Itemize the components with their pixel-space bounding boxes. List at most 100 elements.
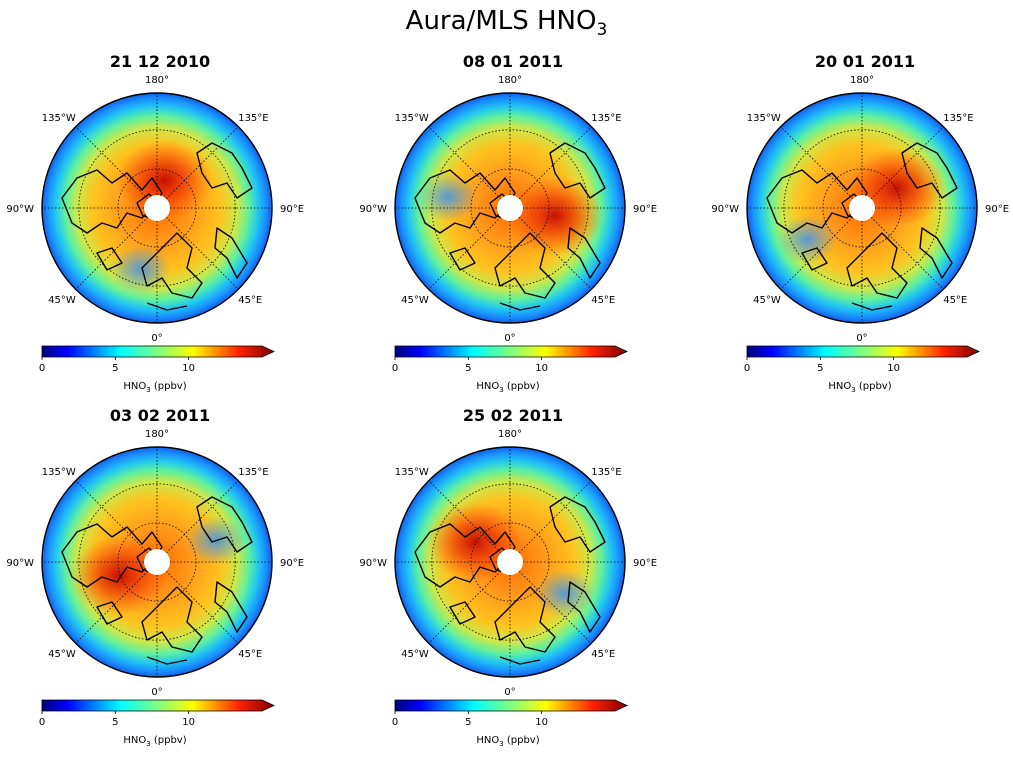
latitude-circle [78, 129, 236, 287]
longitude-label: 180° [850, 75, 874, 86]
colorbar-tick-label: 5 [465, 363, 471, 374]
meridian-line [518, 480, 592, 554]
meridian-line [75, 570, 149, 644]
colorbar-tick-label: 10 [182, 363, 195, 374]
meridian-line [165, 570, 239, 644]
map-panel: 20 01 2011 180° 135°E 90°E 45°E 0° 45°W 90°W 135… [705, 50, 1013, 410]
longitude-label: 180° [498, 429, 522, 440]
colorbar-tick-label: 10 [535, 717, 548, 728]
meridian-line [75, 216, 149, 290]
colorbar-bar [394, 345, 628, 358]
colorbar-tick-label: 5 [112, 363, 118, 374]
longitude-label: 90°E [280, 558, 304, 569]
colorbar-label-text: HNO [123, 735, 147, 746]
longitude-label: 90°W [359, 558, 387, 569]
longitude-label: 135°E [943, 113, 973, 124]
longitude-label: 0° [504, 333, 515, 344]
hno3-maximum-patch [507, 175, 604, 256]
colorbar-label-unit: (ppbv) [503, 735, 540, 746]
latitude-circle [822, 168, 902, 248]
longitude-label: 135°E [591, 113, 621, 124]
longitude-label: 90°W [6, 558, 34, 569]
panel-date-title: 08 01 2011 [462, 52, 564, 71]
longitude-label: 45°W [48, 295, 76, 306]
longitude-label: 45°E [238, 295, 262, 306]
colorbar-label-subscript: 3 [146, 740, 151, 748]
meridian-line [518, 216, 592, 290]
panel-date-title: 03 02 2011 [109, 406, 211, 425]
colorbar-label: HNO3 (ppbv) [700, 381, 1013, 394]
graticule [395, 447, 625, 677]
colorbar: 0 5 10 [392, 699, 628, 728]
longitude-label: 180° [498, 75, 522, 86]
colorbar-tick-label: 10 [535, 363, 548, 374]
latitude-circle [431, 483, 589, 641]
longitude-label: 0° [504, 687, 515, 698]
latitude-circle [431, 129, 589, 287]
graticule [747, 93, 977, 323]
longitude-label: 90°E [985, 204, 1009, 215]
hno3-low-patch [534, 569, 595, 618]
meridian-line [428, 570, 502, 644]
longitude-label: 45°E [238, 649, 262, 660]
polar-map: 180° 135°E 90°E 45°E 0° 45°W 90°W 135°W 0 5 10 [6, 429, 304, 728]
longitude-label: 135°W [42, 113, 76, 124]
longitude-label: 0° [856, 333, 867, 344]
longitude-label: 135°E [238, 467, 268, 478]
longitude-label: 90°W [711, 204, 739, 215]
colorbar-label-subscript: 3 [851, 386, 856, 394]
panel-date-title: 25 02 2011 [462, 406, 564, 425]
colorbar-label-unit: (ppbv) [150, 735, 187, 746]
longitude-label: 90°W [6, 204, 34, 215]
colorbar-label-subscript: 3 [499, 740, 504, 748]
coastlines [766, 142, 958, 311]
hno3-low-patch [417, 173, 478, 222]
map-boundary [41, 446, 273, 678]
colorbar-label-text: HNO [828, 381, 852, 392]
polar-hole [497, 195, 523, 221]
longitude-label: 45°W [401, 295, 429, 306]
colorbar-bar [746, 345, 980, 358]
polar-map: 180° 135°E 90°E 45°E 0° 45°W 90°W 135°W 0 5 10 [711, 75, 1009, 374]
longitude-label: 90°E [633, 558, 657, 569]
colorbar-tick-label: 0 [39, 363, 45, 374]
meridian-line [780, 126, 854, 200]
colorbar-label: HNO3 (ppbv) [348, 381, 668, 394]
meridian-line [428, 126, 502, 200]
figure-title: Aura/MLS HNO3 [0, 6, 1013, 40]
map-panel: 21 12 2010 180° 135°E 90°E 45°E 0° 45°W 90°W 135… [0, 50, 320, 410]
longitude-label: 135°W [747, 113, 781, 124]
colorbar: 0 5 10 [392, 345, 628, 374]
longitude-label: 135°E [591, 467, 621, 478]
meridian-line [75, 126, 149, 200]
longitude-label: 135°E [238, 113, 268, 124]
latitude-circle [470, 522, 550, 602]
figure-title-subscript: 3 [596, 20, 608, 41]
polar-map: 180° 135°E 90°E 45°E 0° 45°W 90°W 135°W 0 5 10 [359, 75, 657, 374]
longitude-label: 45°E [591, 649, 615, 660]
colorbar-label-text: HNO [476, 381, 500, 392]
map-boundary [394, 446, 626, 678]
meridian-line [165, 126, 239, 200]
longitude-label: 90°E [280, 204, 304, 215]
longitude-label: 180° [145, 429, 169, 440]
colorbar-tick-label: 10 [887, 363, 900, 374]
longitude-label: 0° [151, 687, 162, 698]
colorbar-label-text: HNO [476, 735, 500, 746]
longitude-label: 45°W [753, 295, 781, 306]
hno3-low-patch [110, 245, 171, 294]
colorbar-tick-label: 5 [465, 717, 471, 728]
meridian-line [165, 480, 239, 554]
meridian-line [428, 480, 502, 554]
meridian-line [870, 126, 944, 200]
colorbar-label: HNO3 (ppbv) [0, 381, 315, 394]
map-boundary [394, 92, 626, 324]
panel-date-title: 20 01 2011 [814, 52, 916, 71]
colorbar: 0 5 10 [744, 345, 980, 374]
map-boundary [41, 92, 273, 324]
longitude-label: 135°W [395, 467, 429, 478]
colorbar-label: HNO3 (ppbv) [348, 735, 668, 748]
meridian-line [780, 216, 854, 290]
colorbar-tick-label: 0 [392, 717, 398, 728]
